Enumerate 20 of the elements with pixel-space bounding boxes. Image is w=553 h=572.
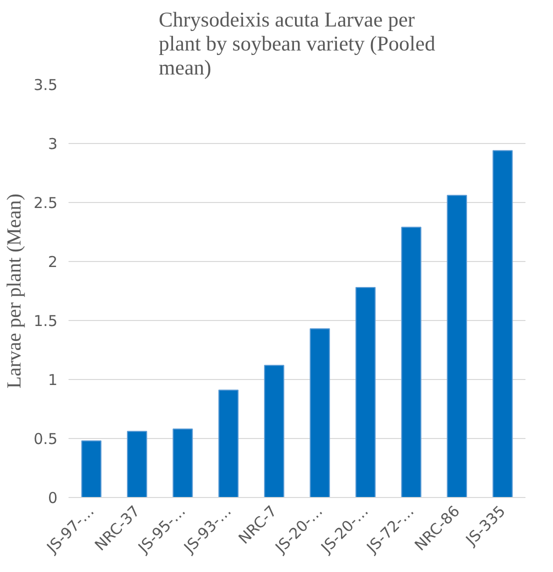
bar xyxy=(401,226,422,498)
bar xyxy=(218,390,239,498)
bar xyxy=(355,286,376,498)
y-axis-title: Larvae per plant (Mean) xyxy=(4,194,26,388)
bar xyxy=(310,328,330,498)
bar xyxy=(81,440,102,498)
y-tick-label: 3 xyxy=(48,135,58,153)
y-tick-label: 0.5 xyxy=(34,430,58,448)
y-tick-label: 2 xyxy=(48,253,58,271)
bar xyxy=(172,428,193,498)
bar xyxy=(126,430,148,498)
bar xyxy=(264,364,284,498)
y-tick-label: 3.5 xyxy=(34,76,58,94)
bar xyxy=(446,194,468,498)
y-tick-label: 1.5 xyxy=(34,312,58,330)
chart-title: Chrysodeixis acuta Larvae per plant by soybean variety (Pooled mean) xyxy=(158,8,436,80)
y-tick-label: 0 xyxy=(48,489,58,507)
bar xyxy=(492,150,513,498)
y-tick-label: 2.5 xyxy=(34,194,58,212)
y-tick-label: 1 xyxy=(48,371,58,389)
